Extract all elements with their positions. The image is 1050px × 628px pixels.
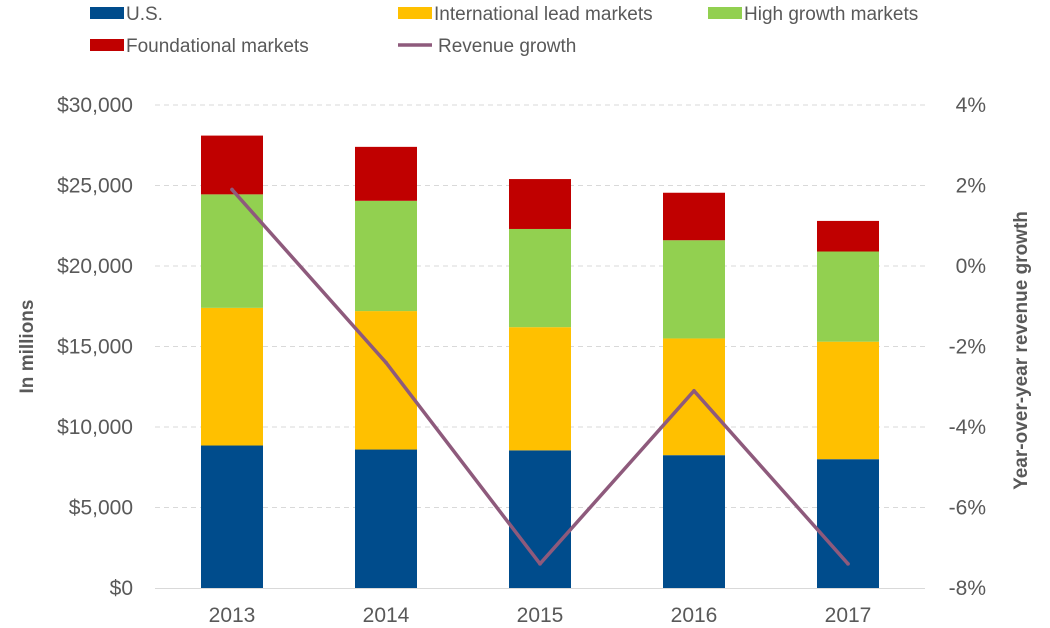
revenue-growth-point-2015 — [538, 562, 542, 566]
bar-2014-series-1 — [355, 311, 417, 450]
bar-2014-series-3 — [355, 146, 417, 201]
y-tick-label: $20,000 — [57, 255, 133, 278]
bar-2016-series-1 — [663, 338, 725, 456]
y2-tick-label: 0% — [956, 255, 986, 278]
y-tick-label: $10,000 — [57, 416, 133, 439]
y2-tick-label: -2% — [949, 336, 986, 359]
y-tick-label: $0 — [110, 577, 133, 600]
legend-swatch-1 — [398, 7, 432, 19]
bar-2017-series-1 — [817, 341, 879, 460]
legend-label-2: High growth markets — [744, 4, 918, 25]
legend-label-0: U.S. — [126, 4, 163, 25]
y2-tick-label: -8% — [949, 577, 986, 600]
y2-tick-label: -4% — [949, 416, 986, 439]
bar-2016-series-0 — [663, 455, 725, 588]
revenue-growth-line-layer — [230, 187, 850, 566]
bar-2015-series-1 — [509, 327, 571, 451]
y-tick-label: $5,000 — [69, 497, 133, 520]
bar-2013-series-3 — [201, 135, 263, 195]
y-tick-label: $30,000 — [57, 94, 133, 117]
bar-2015-series-2 — [509, 228, 571, 328]
revenue-growth-point-2014 — [384, 360, 388, 365]
x-tick-label: 2015 — [517, 604, 564, 627]
y-tick-label: $15,000 — [57, 336, 133, 359]
legend-swatch-3 — [90, 39, 124, 51]
revenue-growth-point-2013 — [230, 187, 234, 192]
bar-2015-series-0 — [509, 450, 571, 588]
bar-2016-series-2 — [663, 240, 725, 339]
revenue-growth-point-2016 — [692, 388, 696, 393]
y2-tick-label: 4% — [956, 94, 986, 117]
bar-2013-series-1 — [201, 307, 263, 446]
y2-axis-title: Year-over-year revenue growth — [1011, 211, 1032, 490]
legend: U.S. International lead markets High growt… — [90, 4, 918, 57]
bar-2014-series-0 — [355, 449, 417, 588]
bar-2017-series-0 — [817, 459, 879, 588]
y2-tick-label: -6% — [949, 497, 986, 520]
x-tick-label: 2017 — [825, 604, 872, 627]
y-axis-title: In millions — [17, 300, 38, 394]
legend-swatch-2 — [708, 7, 742, 19]
bars — [201, 135, 879, 588]
bar-2017-series-3 — [817, 220, 879, 252]
x-tick-label: 2014 — [363, 604, 410, 627]
legend-label-revenue-growth: Revenue growth — [438, 36, 576, 57]
bar-2014-series-2 — [355, 200, 417, 312]
bar-2013-series-0 — [201, 445, 263, 588]
bar-2015-series-3 — [509, 179, 571, 229]
y-tick-label: $25,000 — [57, 175, 133, 198]
bar-2017-series-2 — [817, 251, 879, 342]
axes: In millions Year-over-year revenue growt… — [17, 94, 1032, 627]
x-tick-label: 2013 — [209, 604, 256, 627]
revenue-growth-point-2017 — [846, 562, 850, 566]
bar-2016-series-3 — [663, 192, 725, 241]
x-tick-label: 2016 — [671, 604, 718, 627]
y2-tick-label: 2% — [956, 175, 986, 198]
legend-swatch-0 — [90, 7, 124, 19]
legend-label-1: International lead markets — [434, 4, 653, 25]
legend-label-3: Foundational markets — [126, 36, 309, 57]
